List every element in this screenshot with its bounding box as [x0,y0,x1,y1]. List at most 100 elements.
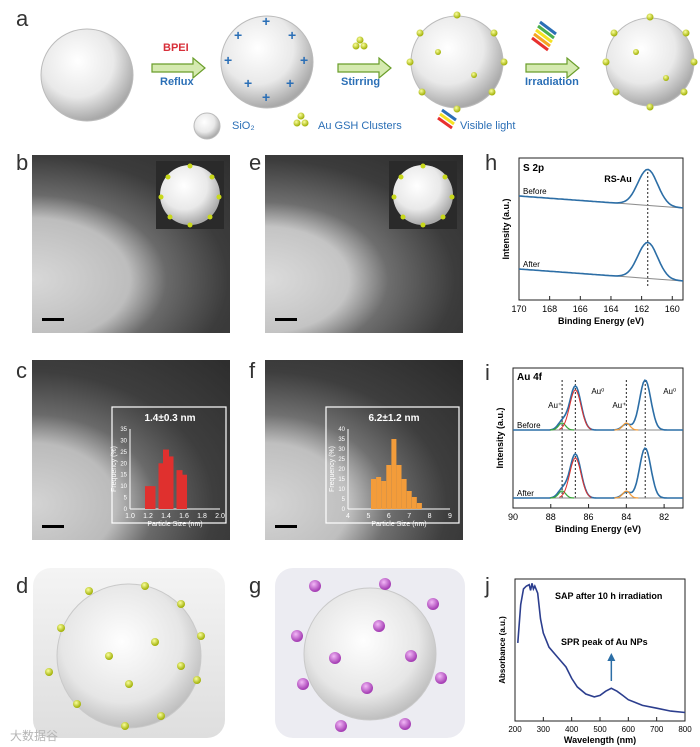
xps-s2p-chart: 170 168 166 164 162 160 Binding Energy (eV) Int… [501,157,684,326]
component-fit [559,457,592,498]
histogram-bar [371,479,376,509]
histogram-bar [391,439,397,509]
tem-image-f [265,360,463,540]
histogram-f-title: 6.2±1.2 nm [368,413,419,424]
sio2-sphere-1 [40,28,134,122]
tem-image-e [265,155,463,333]
hist-y-tick: 0 [342,507,346,513]
synthesis-scheme: ++ + + ++ ++ [40,11,698,140]
hist-y-tick: 25 [120,450,127,456]
histogram-bar [145,486,151,509]
annotation-au-plus: Au⁺ [548,401,562,410]
annotation-spr: SPR peak of Au NPs [561,637,648,647]
uvvis-chart: 200 300 400 500 600 700 800 Wavelength (nm) Abso… [498,578,692,745]
bpei-label: BPEI [163,42,189,54]
series-label: Before [517,421,541,430]
svg-text:+: + [288,27,296,43]
hist-y-tick: 15 [338,477,345,483]
hist-x-tick: 1.6 [179,513,189,520]
histogram-bar [181,474,187,509]
histogram-bar [396,465,402,509]
series-label: After [517,489,534,498]
process-arrows [151,56,580,80]
hist-x-tick: 1.4 [161,513,171,520]
spectrum-line [518,168,684,209]
legend-sio2-icon [193,112,221,140]
hist-x-tick: 1.2 [143,513,153,520]
spectrum-line [513,379,683,431]
x-tick-label: 600 [622,725,636,734]
hist-y-tick: 30 [338,447,345,453]
plot-frame [518,157,684,301]
annotation-au-plus: Au⁺ [612,401,626,410]
x-tick-label: 160 [665,304,680,314]
x-tick-label: 500 [593,725,607,734]
xps-au4f-chart: 90 88 86 84 82 Binding Energy (eV) Intensity (… [495,367,684,534]
annotation-au0: Au⁰ [663,387,676,396]
hist-y-tick: 10 [120,484,127,490]
panel-label-b: b [16,150,29,175]
hist-x-tick: 2.0 [215,513,225,520]
series-label: Before [523,187,547,196]
svg-text:+: + [286,75,294,91]
y-axis-label: Intensity (a.u.) [501,198,511,259]
panel-label-a: a [16,6,29,31]
au-clusters-scheme [293,11,698,127]
svg-text:+: + [234,27,242,43]
hist-y-tick: 25 [338,457,345,463]
hist-y-tick: 0 [124,507,128,513]
hist-y-tick: 15 [120,473,127,479]
panel-label-j: j [485,573,490,598]
panel-label-i: i [485,360,490,385]
scale-bar [275,318,297,321]
tem-b-inset [156,161,224,229]
histogram-bar [381,481,387,509]
histogram-bar [176,470,183,509]
svg-text:+: + [300,52,308,68]
scale-bar [42,525,64,528]
x-axis-label: Wavelength (nm) [564,735,636,745]
panel-label-g: g [249,573,262,598]
hist-x-label: Particle Size (nm) [147,521,202,528]
x-axis-label: Binding Energy (eV) [555,524,641,534]
hist-x-tick: 1.0 [125,513,135,520]
x-tick-label: 84 [621,512,631,522]
annotation-au0: Au⁰ [591,387,604,396]
hist-y-tick: 35 [120,427,127,433]
svg-text:+: + [262,13,270,29]
hist-y-tick: 10 [338,487,345,493]
stirring-label: Stirring [341,76,381,88]
histogram-bar [376,477,382,509]
hist-y-tick: 30 [120,438,127,444]
histogram-bar [401,479,407,509]
hist-y-tick: 20 [338,467,345,473]
x-tick-label: 170 [511,304,526,314]
histogram-c-title: 1.4±0.3 nm [144,413,195,424]
legend-sio2-label: SiO₂ [232,120,255,132]
tem-image-c [32,360,230,540]
legend-au-label: Au GSH Clusters [318,120,402,132]
annotation-sap: SAP after 10 h irradiation [555,591,662,601]
absorbance-line [517,583,686,714]
x-tick-label: 82 [659,512,669,522]
spectrum-line [513,447,683,499]
x-tick-label: 400 [565,725,579,734]
x-tick-label: 164 [603,304,618,314]
panel-label-h: h [485,150,498,175]
component-fit [614,422,639,431]
spectrum-label: Au 4f [517,372,543,383]
x-tick-label: 300 [537,725,551,734]
irradiation-label: Irradiation [525,76,579,88]
sio2-sphere-3 [410,15,504,109]
panel-label-c: c [16,358,27,383]
x-tick-label: 168 [542,304,557,314]
x-tick-label: 166 [573,304,588,314]
hist-y-label: Frequency (%) [111,446,118,492]
svg-text:+: + [244,75,252,91]
hist-y-tick: 40 [338,427,345,433]
x-tick-label: 162 [634,304,649,314]
histogram-bar [167,456,174,509]
legend-light-label: Visible light [460,120,516,132]
sphere-illustration-d [33,568,225,738]
hist-x-tick: 8 [428,513,432,520]
